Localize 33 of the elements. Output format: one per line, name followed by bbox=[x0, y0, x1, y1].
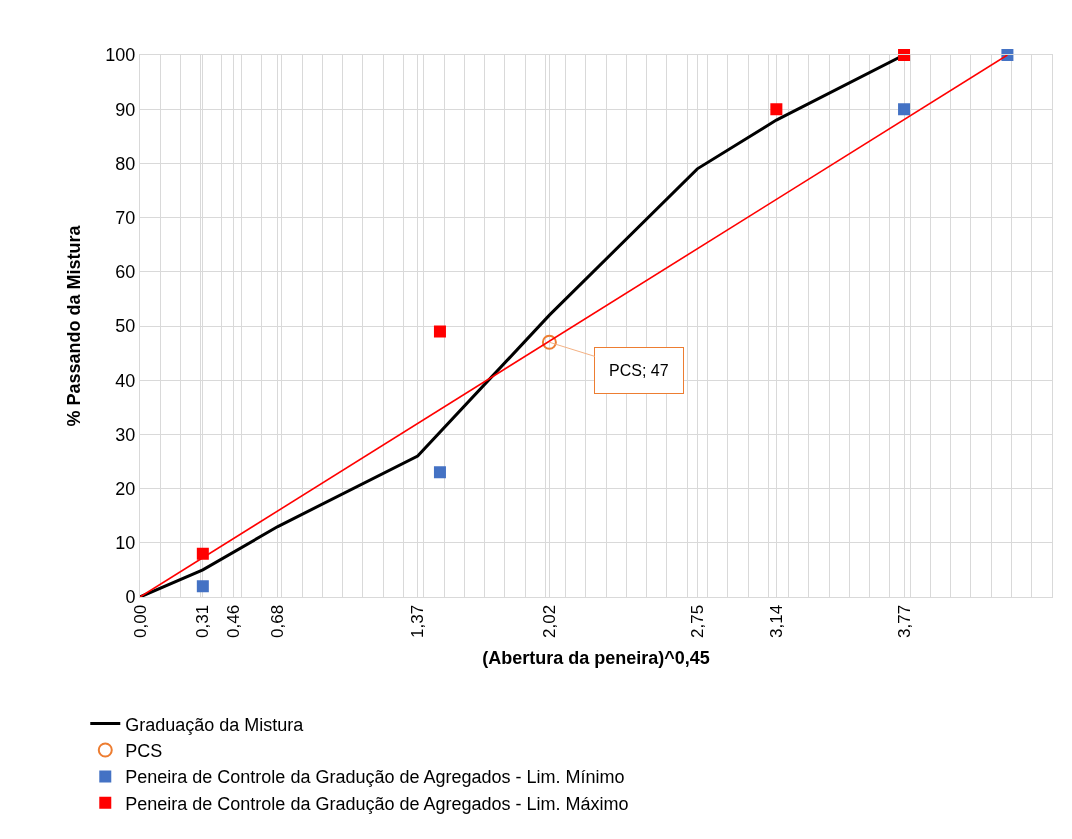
y-tick-label: 20 bbox=[115, 478, 136, 499]
x-tick-label: 3,14 bbox=[766, 604, 786, 638]
x-tick-label: 3,77 bbox=[894, 604, 914, 638]
point bbox=[898, 103, 911, 116]
y-tick-label: 10 bbox=[115, 533, 136, 554]
point bbox=[433, 325, 446, 338]
x-tick-label: 0,00 bbox=[130, 604, 150, 638]
y-tick-label: 70 bbox=[115, 207, 136, 228]
x-tick-label: 2,02 bbox=[539, 604, 559, 638]
y-tick-label: 100 bbox=[105, 45, 136, 66]
legend-label: Graduação da Mistura bbox=[125, 714, 305, 735]
point bbox=[196, 580, 209, 593]
x-axis-title: (Abertura da peneira)^0,45 bbox=[482, 647, 710, 668]
legend-label: PCS bbox=[125, 741, 163, 762]
point bbox=[433, 466, 446, 479]
y-tick-label: 30 bbox=[115, 424, 136, 445]
legend-label: Peneira de Controle da Gradução de Agregados - Lim. Máximo bbox=[125, 793, 629, 814]
x-tick-label: 0,68 bbox=[268, 604, 288, 638]
y-tick-label: 40 bbox=[115, 370, 136, 391]
legend-label: Peneira de Controle da Gradução de Agregados - Lim. Mínimo bbox=[125, 767, 625, 788]
y-tick-label: 50 bbox=[115, 316, 136, 337]
y-tick-label: 80 bbox=[115, 153, 136, 174]
annotation: PCS; 47 bbox=[609, 362, 669, 379]
x-tick-label: 0,31 bbox=[193, 604, 213, 638]
y-tick-label: 60 bbox=[115, 262, 136, 283]
x-tick-label: 2,75 bbox=[687, 604, 707, 638]
x-tick-label: 0,46 bbox=[223, 604, 243, 638]
x-tick-label: 1,37 bbox=[408, 604, 428, 638]
point bbox=[541, 334, 557, 350]
point bbox=[898, 49, 911, 61]
y-tick-label: 90 bbox=[115, 99, 136, 120]
y-axis-title: % Passando da Mistura bbox=[63, 224, 84, 427]
point bbox=[770, 103, 783, 116]
